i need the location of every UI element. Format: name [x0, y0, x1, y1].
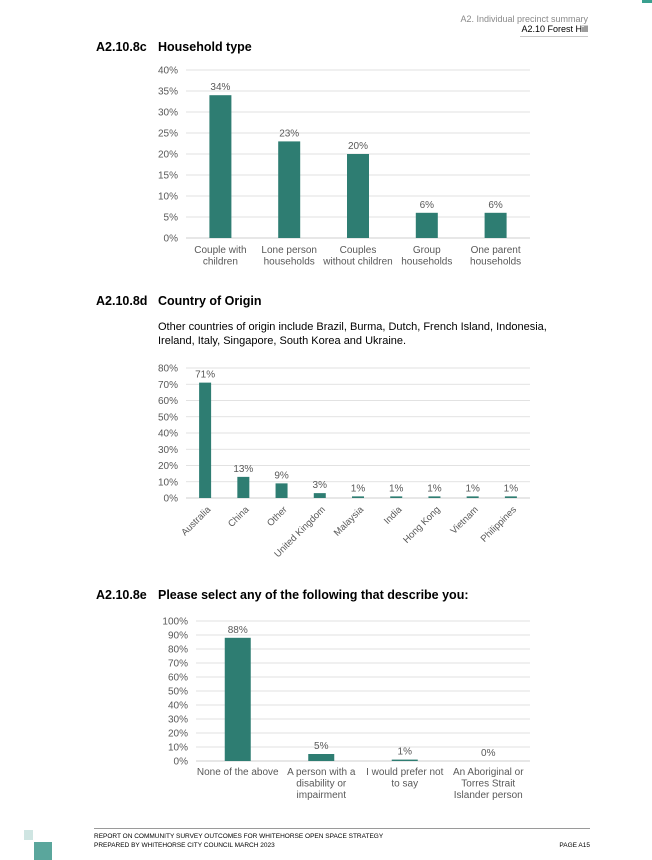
y-tick-label: 80%: [158, 364, 178, 375]
data-label: 1%: [351, 483, 366, 494]
bar: [347, 154, 369, 238]
data-label: 1%: [465, 483, 480, 494]
y-tick-label: 50%: [168, 687, 188, 698]
bar: [199, 382, 212, 498]
y-tick-label: 10%: [158, 477, 178, 488]
data-label: 1%: [504, 483, 519, 494]
footer-rule: [94, 828, 590, 829]
footer-page-number: PAGE A15: [559, 842, 590, 849]
section-title: Household type: [158, 40, 252, 54]
data-label: 9%: [274, 470, 289, 481]
y-tick-label: 90%: [168, 631, 188, 642]
footer-report-title: REPORT ON COMMUNITY SURVEY OUTCOMES FOR …: [94, 833, 384, 840]
x-tick-label: One parent households: [470, 245, 521, 268]
data-label: 0%: [481, 748, 496, 759]
origin-note: Other countries of origin include Brazil…: [158, 321, 547, 347]
bar: [391, 759, 418, 761]
bar: [237, 476, 250, 498]
x-tick-label: Lone person households: [261, 245, 317, 268]
y-tick-label: 80%: [168, 645, 188, 656]
bar: [466, 496, 479, 498]
y-tick-label: 60%: [158, 396, 178, 407]
header-subsection: A2.10 Forest Hill: [521, 24, 588, 34]
data-label: 1%: [398, 747, 413, 758]
x-tick-label: Couples without children: [322, 245, 392, 268]
y-tick-label: 20%: [158, 150, 178, 161]
bar: [504, 496, 517, 498]
header-section: A2. Individual precinct summary: [460, 14, 588, 24]
y-tick-label: 40%: [158, 66, 178, 77]
x-tick-label: None of the above: [197, 767, 279, 778]
footer-square-dark: [34, 842, 52, 860]
bar: [278, 141, 301, 238]
x-tick-label: An Aboriginal or Torres Strait Islander pe…: [453, 767, 524, 801]
data-label: 71%: [195, 370, 215, 381]
y-tick-label: 20%: [168, 729, 188, 740]
x-tick-label: Couple with children: [194, 245, 246, 268]
section-number: A2.10.8c: [96, 40, 147, 54]
data-label: 6%: [420, 200, 435, 211]
data-label: 23%: [279, 128, 299, 139]
data-label: 5%: [314, 741, 329, 752]
footer-prepared-by: PREPARED BY WHITEHORSE CITY COUNCIL MARC…: [94, 842, 275, 849]
y-tick-label: 30%: [168, 715, 188, 726]
corner-accent: [642, 0, 652, 3]
y-tick-label: 35%: [158, 87, 178, 98]
x-tick-label: A person with a disability or impairment: [287, 767, 356, 801]
data-label: 1%: [427, 483, 442, 494]
y-tick-label: 0%: [164, 234, 179, 245]
y-tick-label: 20%: [158, 461, 178, 472]
y-tick-label: 60%: [168, 673, 188, 684]
bar: [415, 212, 438, 238]
y-tick-label: 15%: [158, 171, 178, 182]
section-number: A2.10.8e: [96, 588, 147, 602]
bar: [484, 212, 507, 238]
y-tick-label: 30%: [158, 108, 178, 119]
footer-square-light: [24, 830, 33, 840]
bar: [308, 754, 335, 761]
data-label: 1%: [389, 483, 404, 494]
y-tick-label: 0%: [164, 494, 179, 505]
y-tick-label: 10%: [158, 192, 178, 203]
data-label: 3%: [313, 480, 328, 491]
bar: [313, 493, 326, 498]
bar: [209, 95, 232, 238]
bar: [428, 496, 441, 498]
y-tick-label: 40%: [168, 701, 188, 712]
y-tick-label: 70%: [168, 659, 188, 670]
y-tick-label: 10%: [168, 743, 188, 754]
x-tick-label: Group households: [401, 245, 452, 268]
y-tick-label: 5%: [164, 213, 179, 224]
y-tick-label: 25%: [158, 129, 178, 140]
data-label: 34%: [210, 82, 230, 93]
y-tick-label: 70%: [158, 380, 178, 391]
bar: [390, 496, 403, 498]
bar: [352, 496, 364, 498]
section-number: A2.10.8d: [96, 294, 148, 308]
y-tick-label: 100%: [162, 617, 188, 628]
y-tick-label: 0%: [174, 757, 189, 768]
section-title: Please select any of the following that …: [158, 588, 469, 602]
y-tick-label: 50%: [158, 412, 178, 423]
y-tick-label: 30%: [158, 445, 178, 456]
data-label: 88%: [228, 625, 248, 636]
data-label: 6%: [488, 200, 503, 211]
header-rule: [520, 36, 588, 37]
y-tick-label: 40%: [158, 429, 178, 440]
x-tick-label: I would prefer not to say: [366, 767, 443, 790]
section-title: Country of Origin: [158, 294, 262, 308]
bar: [224, 637, 251, 761]
data-label: 20%: [348, 141, 368, 152]
data-label: 13%: [233, 464, 253, 475]
bar: [275, 483, 288, 498]
